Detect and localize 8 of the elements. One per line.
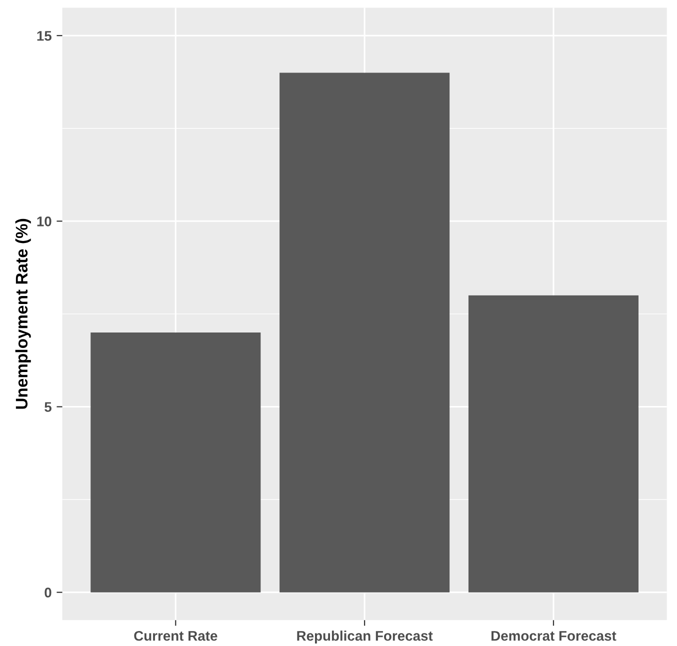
x-tick-label: Democrat Forecast	[492, 631, 616, 641]
x-tick-label: Current Rate	[134, 630, 218, 641]
x-tick-label: Republican Forecast	[297, 630, 433, 644]
y-tick-label: 5	[44, 402, 52, 412]
y-tick-label: 15	[37, 31, 52, 41]
y-axis-title: Unemployment Rate (%)	[15, 218, 31, 409]
y-tick-label: 10	[37, 216, 52, 226]
y-tick-label: 0	[44, 588, 52, 598]
